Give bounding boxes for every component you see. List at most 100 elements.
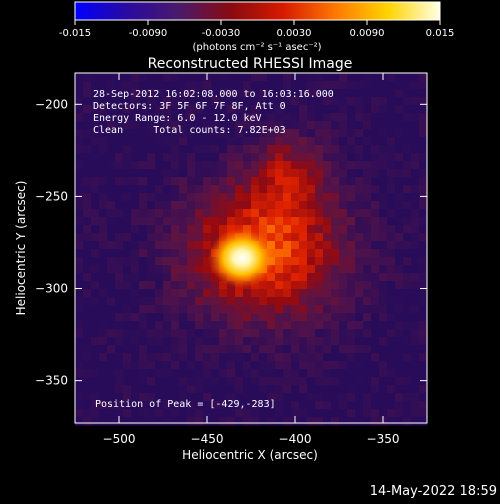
y-tick-label: −350 <box>35 374 68 388</box>
heatmap-cell <box>83 89 92 98</box>
heatmap-cell <box>131 113 140 122</box>
heatmap-cell <box>163 297 172 306</box>
heatmap-cell <box>243 81 252 90</box>
heatmap-cell <box>275 241 284 250</box>
heatmap-cell <box>123 393 132 402</box>
heatmap-cell <box>387 417 396 426</box>
heatmap-cell <box>363 353 372 362</box>
heatmap-cell <box>155 305 164 314</box>
heatmap-cell <box>419 313 428 322</box>
heatmap-cell <box>331 113 340 122</box>
heatmap-cell <box>267 105 276 114</box>
heatmap-cell <box>203 233 212 242</box>
y-axis-label: Heliocentric Y (arcsec) <box>14 181 28 316</box>
heatmap-cell <box>387 249 396 258</box>
heatmap-cell <box>219 137 228 146</box>
heatmap-cell <box>251 313 260 322</box>
heatmap-cell <box>403 105 412 114</box>
heatmap-cell <box>171 185 180 194</box>
heatmap-cell <box>283 265 292 274</box>
heatmap-cell <box>227 409 236 418</box>
heatmap-cell <box>131 249 140 258</box>
heatmap-cell <box>163 273 172 282</box>
heatmap-cell <box>323 257 332 266</box>
heatmap-cell <box>147 129 156 138</box>
heatmap-cell <box>323 329 332 338</box>
heatmap-cell <box>347 81 356 90</box>
heatmap-cell <box>243 201 252 210</box>
heatmap-cell <box>371 305 380 314</box>
heatmap-cell <box>371 105 380 114</box>
heatmap-cell <box>291 81 300 90</box>
heatmap-cell <box>155 401 164 410</box>
heatmap-cell <box>331 193 340 202</box>
heatmap-cell <box>251 193 260 202</box>
heatmap-cell <box>323 217 332 226</box>
heatmap-cell <box>195 377 204 386</box>
heatmap-cell <box>307 233 316 242</box>
heatmap-cell <box>195 209 204 218</box>
heatmap-cell <box>419 185 428 194</box>
heatmap-cell <box>275 377 284 386</box>
heatmap-cell <box>363 113 372 122</box>
heatmap-cell <box>115 265 124 274</box>
heatmap-cell <box>83 273 92 282</box>
heatmap-cell <box>387 393 396 402</box>
heatmap-cell <box>291 169 300 178</box>
heatmap-cell <box>419 233 428 242</box>
heatmap-cell <box>267 145 276 154</box>
heatmap-cell <box>91 89 100 98</box>
heatmap-cell <box>339 81 348 90</box>
heatmap-cell <box>283 393 292 402</box>
heatmap-cell <box>259 81 268 90</box>
heatmap-cell <box>235 329 244 338</box>
heatmap-cell <box>211 217 220 226</box>
heatmap-cell <box>227 89 236 98</box>
heatmap-cell <box>219 209 228 218</box>
heatmap-cell <box>139 369 148 378</box>
heatmap-cell <box>179 233 188 242</box>
heatmap-cell <box>179 377 188 386</box>
heatmap-cell <box>131 353 140 362</box>
heatmap-cell <box>187 353 196 362</box>
heatmap-cell <box>243 145 252 154</box>
heatmap-cell <box>243 209 252 218</box>
heatmap-cell <box>299 329 308 338</box>
heatmap-cell <box>251 217 260 226</box>
heatmap-cell <box>179 369 188 378</box>
heatmap-cell <box>75 417 84 426</box>
heatmap-cell <box>99 153 108 162</box>
heatmap-cell <box>355 305 364 314</box>
heatmap-cell <box>227 129 236 138</box>
heatmap-cell <box>307 257 316 266</box>
heatmap-cell <box>371 345 380 354</box>
heatmap-cell <box>331 233 340 242</box>
heatmap-cell <box>299 417 308 426</box>
heatmap-cell <box>211 153 220 162</box>
colorbar-strip <box>74 1 441 21</box>
heatmap-cell <box>123 361 132 370</box>
heatmap-cell <box>403 353 412 362</box>
heatmap-cell <box>83 289 92 298</box>
heatmap-cell <box>387 209 396 218</box>
heatmap-cell <box>379 369 388 378</box>
heatmap-cell <box>99 401 108 410</box>
heatmap-cell <box>115 81 124 90</box>
heatmap-cell <box>211 273 220 282</box>
heatmap-cell <box>123 97 132 106</box>
heatmap-cell <box>403 73 412 82</box>
annotation-peak-position: Position of Peak = [-429,-283] <box>95 399 276 410</box>
heatmap-cell <box>315 273 324 282</box>
heatmap-cell <box>323 97 332 106</box>
heatmap-cell <box>211 369 220 378</box>
heatmap-cell <box>323 377 332 386</box>
heatmap-cell <box>331 369 340 378</box>
heatmap-cell <box>347 377 356 386</box>
heatmap-cell <box>331 329 340 338</box>
heatmap-cell <box>299 233 308 242</box>
heatmap-cell <box>283 417 292 426</box>
heatmap-cell <box>163 73 172 82</box>
heatmap-cell <box>195 297 204 306</box>
heatmap-cell <box>211 225 220 234</box>
heatmap-cell <box>387 169 396 178</box>
